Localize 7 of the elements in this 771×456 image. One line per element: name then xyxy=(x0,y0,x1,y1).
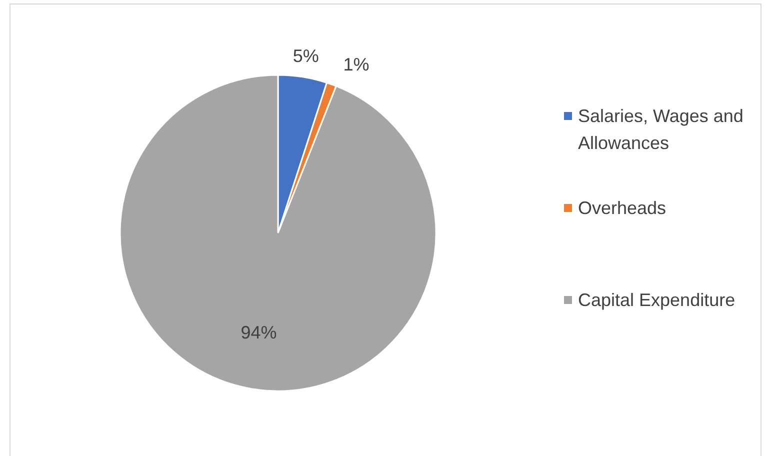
legend-label: Capital Expenditure xyxy=(578,290,736,310)
legend-label: Overheads xyxy=(578,198,666,218)
pie-slice xyxy=(119,74,437,392)
data-label: 1% xyxy=(343,54,370,74)
data-label: 94% xyxy=(240,322,277,343)
legend-label: Salaries, Wages and Allowances xyxy=(578,106,744,153)
data-label: 5% xyxy=(292,46,319,66)
